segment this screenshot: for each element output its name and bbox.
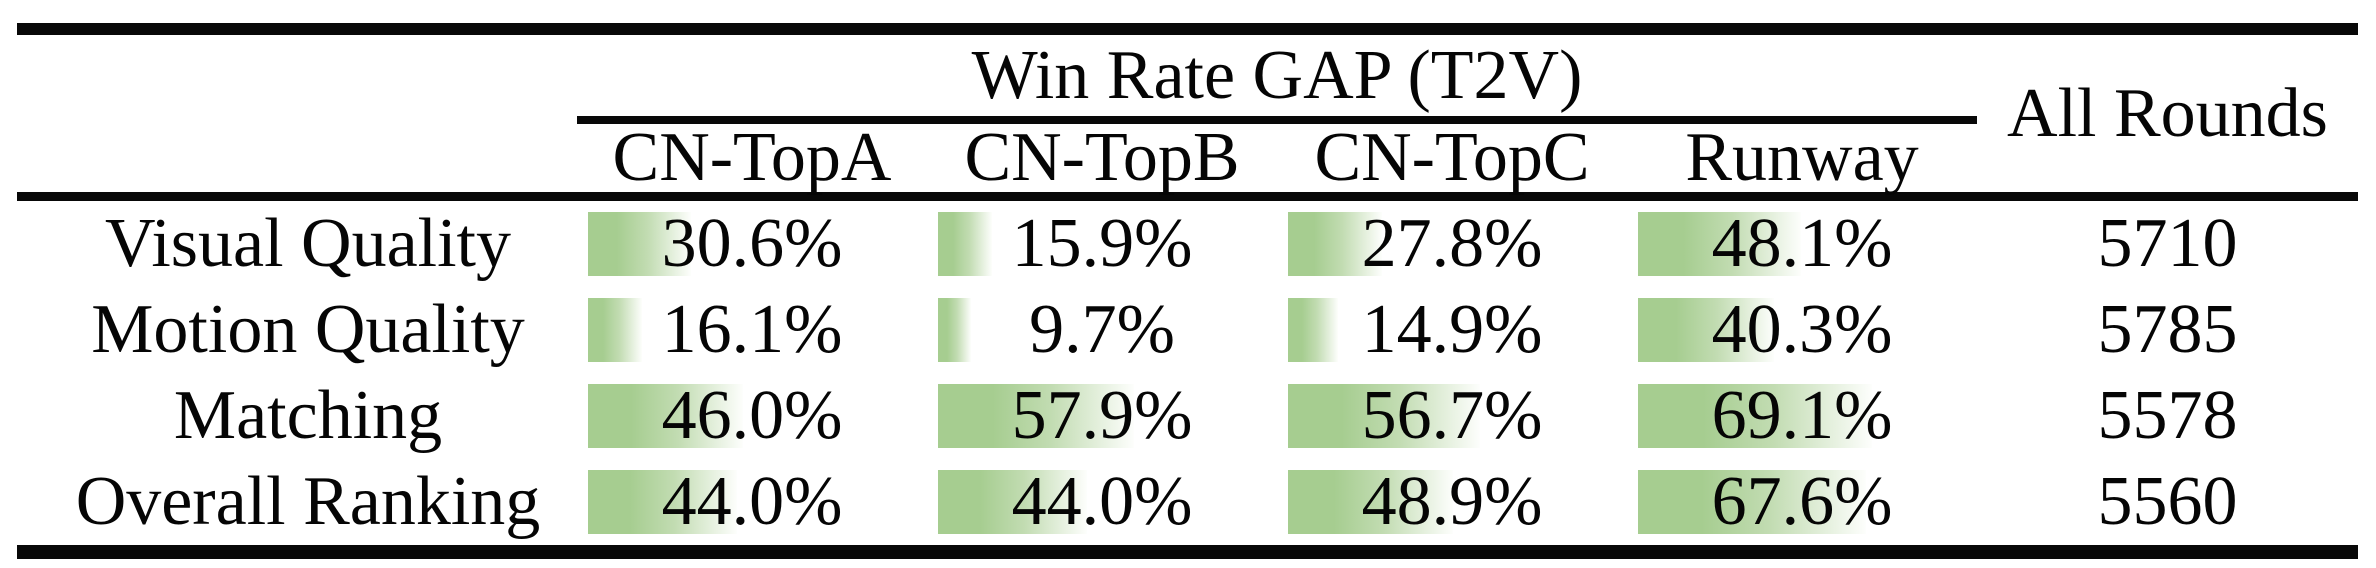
row-label: Visual Quality [104,205,512,282]
win-rate-bar [588,298,642,362]
data-cell: 15.9% [927,201,1277,287]
cell-value: 46.0% [661,377,843,454]
data-cell: 16.1% [577,287,927,373]
all-rounds-header-text: All Rounds [2007,74,2328,152]
table-header: Win Rate GAP (T2V) All Rounds CN-TopA CN… [17,35,2358,196]
win-rate-bar [588,470,737,534]
data-cell: 46.0% [577,373,927,459]
data-cell: 44.0% [927,459,1277,545]
results-table: Win Rate GAP (T2V) All Rounds CN-TopA CN… [17,23,2358,559]
cell-value: 44.0% [661,463,843,540]
cell-value: 27.8% [1361,205,1543,282]
win-rate-bar [1638,212,1801,276]
cell-value: 69.1% [1711,377,1893,454]
all-rounds-value: 5578 [2097,377,2238,454]
win-rate-bar [938,384,1134,448]
row-label: Matching [173,377,443,454]
table-body: Visual Quality 30.6% 15.9% 27.8% 48.1% 5… [17,201,2358,545]
column-header-cn-topc: CN-TopC [1314,119,1590,196]
cell-value: 48.9% [1361,463,1543,540]
data-cell: 67.6% [1627,459,1977,545]
data-cell: 56.7% [1277,373,1627,459]
cell-value: 56.7% [1361,377,1543,454]
row-label: Motion Quality [91,291,525,368]
win-rate-bar [938,298,971,362]
win-rate-bar [588,384,743,448]
cell-value: 44.0% [1011,463,1193,540]
cell-value: 40.3% [1711,291,1893,368]
table-title: Win Rate GAP (T2V) [577,35,1977,124]
win-rate-bar [1288,470,1453,534]
header-body-rule [17,192,2358,201]
data-cell: 9.7% [927,287,1277,373]
data-cell: 40.3% [1627,287,1977,373]
win-rate-bar [1288,298,1338,362]
column-header-cn-topa: CN-TopA [612,119,892,196]
win-rate-bar [1288,384,1480,448]
win-rate-bar [938,470,1087,534]
cell-value: 14.9% [1361,291,1543,368]
cell-value: 15.9% [1011,205,1193,282]
data-cell: 30.6% [577,201,927,287]
row-label: Overall Ranking [75,463,541,540]
data-cell: 27.8% [1277,201,1627,287]
win-rate-bar [938,212,992,276]
all-rounds-header: All Rounds [1977,35,2358,192]
win-rate-bar [1288,212,1382,276]
all-rounds-value: 5560 [2097,463,2238,540]
data-cell: 48.1% [1627,201,1977,287]
win-rate-bar [1638,298,1774,362]
cell-value: 48.1% [1711,205,1893,282]
win-rate-bar [1638,384,1872,448]
bottom-rule [17,545,2358,559]
top-rule [17,23,2358,35]
cell-value: 67.6% [1711,463,1893,540]
column-header-runway: Runway [1685,119,1919,196]
cell-value: 9.7% [1029,291,1175,368]
header-corner-cell [17,35,577,192]
data-cell: 48.9% [1277,459,1627,545]
all-rounds-value: 5785 [2097,291,2238,368]
data-cell: 57.9% [927,373,1277,459]
cell-value: 16.1% [661,291,843,368]
cell-value: 57.9% [1011,377,1193,454]
column-header-cn-topb: CN-TopB [964,119,1240,196]
cell-value: 30.6% [661,205,843,282]
win-rate-bar [1638,470,1866,534]
all-rounds-value: 5710 [2097,205,2238,282]
win-rate-bar [588,212,691,276]
data-cell: 14.9% [1277,287,1627,373]
data-cell: 44.0% [577,459,927,545]
table-title-text: Win Rate GAP (T2V) [971,36,1583,114]
data-cell: 69.1% [1627,373,1977,459]
